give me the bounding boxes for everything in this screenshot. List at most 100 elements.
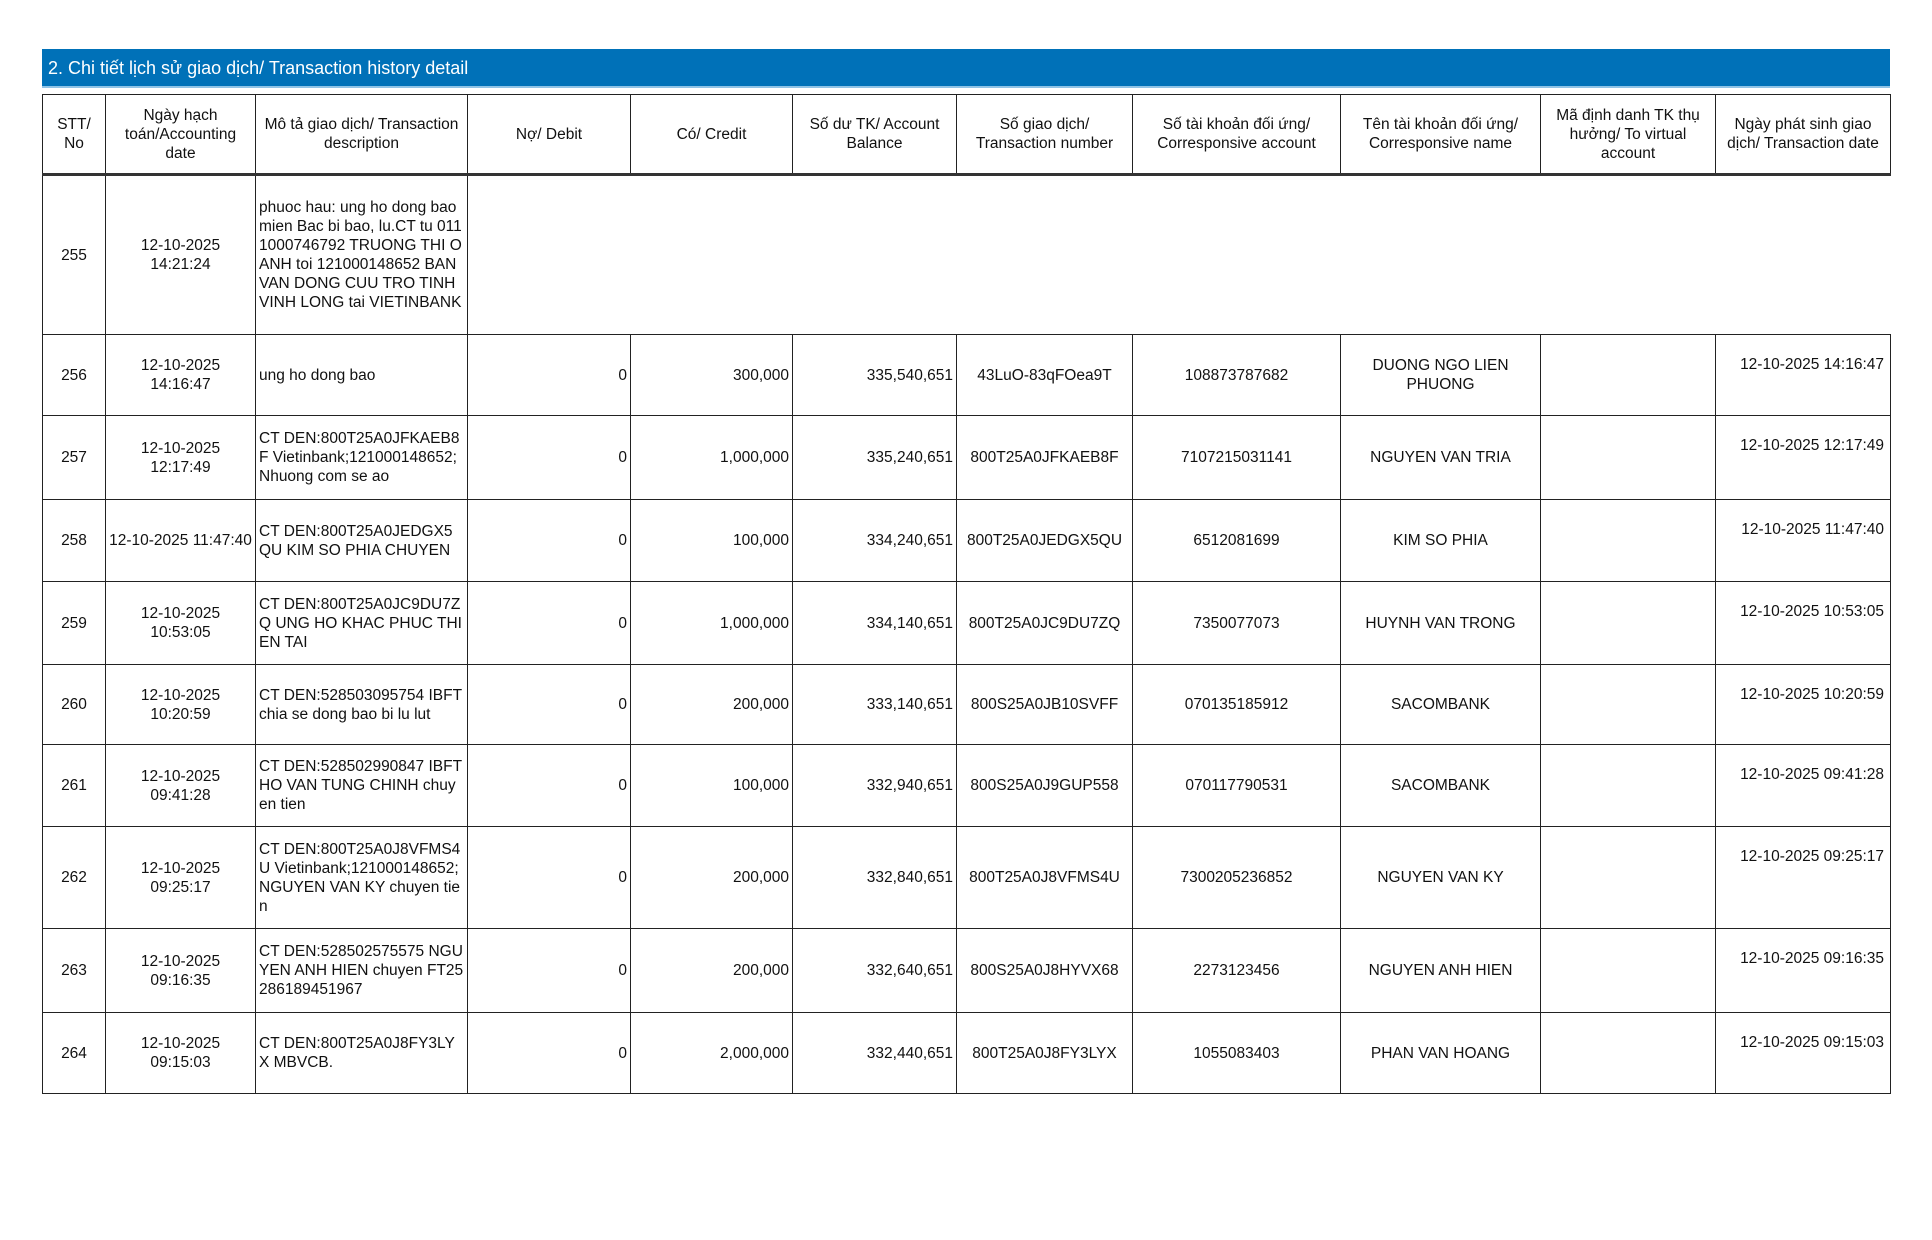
cell-accounting-date: 12-10-2025 11:47:40: [105, 499, 256, 582]
column-header-balance: Số dư TK/ Account Balance: [792, 94, 957, 175]
table-row: 258 12-10-2025 11:47:40 CT DEN:800T25A0JED…: [42, 499, 1891, 582]
cell-balance: 334,140,651: [792, 581, 957, 665]
cell-transaction-date: 12-10-2025 12:17:49: [1715, 415, 1891, 500]
cell-balance: 335,240,651: [792, 415, 957, 500]
cell-transaction-number: 800T25A0J8VFMS4U: [956, 826, 1133, 929]
cell-description: ung ho dong bao: [255, 334, 468, 416]
cell-virtual-account: [1540, 928, 1716, 1013]
cell-debit: [468, 175, 631, 335]
cell-accounting-date: 12-10-2025 09:15:03: [105, 1012, 256, 1094]
cell-description: CT DEN:800T25A0JEDGX5QU KIM SO PHIA CHUY…: [255, 499, 468, 582]
cell-transaction-date: 12-10-2025 09:16:35: [1715, 928, 1891, 1013]
cell-virtual-account: [1541, 175, 1716, 335]
cell-no: 259: [42, 581, 106, 665]
cell-credit: 300,000: [630, 334, 793, 416]
cell-debit: 0: [467, 1012, 631, 1094]
cell-corresponsive-account: 1055083403: [1132, 1012, 1341, 1094]
cell-corresponsive-account: 2273123456: [1132, 928, 1341, 1013]
table-row: 261 12-10-2025 09:41:28 CT DEN:52850299084…: [42, 744, 1891, 827]
cell-balance: [793, 175, 957, 335]
cell-credit: 200,000: [630, 826, 793, 929]
cell-balance: 332,640,651: [792, 928, 957, 1013]
cell-description: CT DEN:800T25A0J8VFMS4U Vietinbank;12100…: [255, 826, 468, 929]
cell-corresponsive-name: NGUYEN VAN TRIA: [1340, 415, 1541, 500]
table-header-row: STT/ No Ngày hạch toán/Accounting date M…: [42, 94, 1891, 175]
column-header-description: Mô tả giao dịch/ Transaction description: [255, 94, 468, 175]
column-header-credit: Có/ Credit: [630, 94, 793, 175]
cell-transaction-number: 800T25A0J8FY3LYX: [956, 1012, 1133, 1094]
cell-corresponsive-account: [1133, 175, 1341, 335]
cell-no: 262: [42, 826, 106, 929]
cell-description: phuoc hau: ung ho dong bao mien Bac bi b…: [255, 174, 468, 335]
cell-transaction-number: 800S25A0J8HYVX68: [956, 928, 1133, 1013]
cell-corresponsive-account: 070135185912: [1132, 664, 1341, 745]
cell-no: 264: [42, 1012, 106, 1094]
cell-virtual-account: [1540, 1012, 1716, 1094]
cell-description: CT DEN:528503095754 IBFT chia se dong ba…: [255, 664, 468, 745]
cell-no: 255: [42, 174, 106, 335]
cell-credit: 100,000: [630, 744, 793, 827]
cell-balance: 332,440,651: [792, 1012, 957, 1094]
cell-virtual-account: [1540, 334, 1716, 416]
table-row: 257 12-10-2025 12:17:49 CT DEN:800T25A0JFK…: [42, 415, 1891, 500]
cell-debit: 0: [467, 415, 631, 500]
cell-debit: 0: [467, 928, 631, 1013]
column-header-corresponsive-name: Tên tài khoản đối ứng/ Corresponsive nam…: [1340, 94, 1541, 175]
cell-transaction-number: 800S25A0JB10SVFF: [956, 664, 1133, 745]
column-header-transaction-number: Số giao dịch/ Transaction number: [956, 94, 1133, 175]
cell-accounting-date: 12-10-2025 09:41:28: [105, 744, 256, 827]
cell-no: 258: [42, 499, 106, 582]
cell-transaction-number: [957, 175, 1133, 335]
cell-description: CT DEN:528502575575 NGUYEN ANH HIEN chuy…: [255, 928, 468, 1013]
cell-corresponsive-name: SACOMBANK: [1340, 744, 1541, 827]
cell-no: 260: [42, 664, 106, 745]
cell-corresponsive-account: 7300205236852: [1132, 826, 1341, 929]
cell-transaction-date: 12-10-2025 09:41:28: [1715, 744, 1891, 827]
cell-corresponsive-account: 7350077073: [1132, 581, 1341, 665]
cell-balance: 332,940,651: [792, 744, 957, 827]
cell-description: CT DEN:800T25A0JC9DU7ZQ UNG HO KHAC PHUC…: [255, 581, 468, 665]
cell-virtual-account: [1540, 826, 1716, 929]
cell-description: CT DEN:800T25A0J8FY3LYX MBVCB.: [255, 1012, 468, 1094]
cell-corresponsive-name: NGUYEN ANH HIEN: [1340, 928, 1541, 1013]
section-title: 2. Chi tiết lịch sử giao dịch/ Transacti…: [42, 49, 1890, 88]
cell-transaction-date: 12-10-2025 09:15:03: [1715, 1012, 1891, 1094]
cell-corresponsive-name: NGUYEN VAN KY: [1340, 826, 1541, 929]
cell-corresponsive-account: 108873787682: [1132, 334, 1341, 416]
cell-credit: 2,000,000: [630, 1012, 793, 1094]
cell-virtual-account: [1540, 744, 1716, 827]
cell-transaction-number: 800S25A0J9GUP558: [956, 744, 1133, 827]
cell-no: 256: [42, 334, 106, 416]
cell-transaction-date: [1716, 175, 1891, 335]
cell-accounting-date: 12-10-2025 14:21:24: [105, 174, 256, 335]
cell-accounting-date: 12-10-2025 10:53:05: [105, 581, 256, 665]
cell-credit: 1,000,000: [630, 415, 793, 500]
cell-virtual-account: [1540, 415, 1716, 500]
cell-corresponsive-name: DUONG NGO LIEN PHUONG: [1340, 334, 1541, 416]
cell-accounting-date: 12-10-2025 10:20:59: [105, 664, 256, 745]
cell-debit: 0: [467, 664, 631, 745]
cell-virtual-account: [1540, 664, 1716, 745]
cell-balance: 335,540,651: [792, 334, 957, 416]
cell-balance: 332,840,651: [792, 826, 957, 929]
cell-corresponsive-name: KIM SO PHIA: [1340, 499, 1541, 582]
cell-transaction-number: 800T25A0JEDGX5QU: [956, 499, 1133, 582]
cell-no: 257: [42, 415, 106, 500]
cell-corresponsive-name: PHAN VAN HOANG: [1340, 1012, 1541, 1094]
table-row: 260 12-10-2025 10:20:59 CT DEN:52850309575…: [42, 664, 1891, 745]
cell-description: CT DEN:800T25A0JFKAEB8F Vietinbank;12100…: [255, 415, 468, 500]
table-row: 263 12-10-2025 09:16:35 CT DEN:52850257557…: [42, 928, 1891, 1013]
cell-debit: 0: [467, 499, 631, 582]
column-header-debit: Nợ/ Debit: [467, 94, 631, 175]
table-row: 262 12-10-2025 09:25:17 CT DEN:800T25A0J8V…: [42, 826, 1891, 929]
cell-virtual-account: [1540, 581, 1716, 665]
cell-transaction-date: 12-10-2025 10:53:05: [1715, 581, 1891, 665]
cell-transaction-date: 12-10-2025 10:20:59: [1715, 664, 1891, 745]
cell-description: CT DEN:528502990847 IBFT HO VAN TUNG CHI…: [255, 744, 468, 827]
table-body: 255 12-10-2025 14:21:24 phuoc hau: ung ho …: [42, 174, 1891, 1094]
cell-credit: 200,000: [630, 928, 793, 1013]
cell-credit: 100,000: [630, 499, 793, 582]
column-header-virtual-account: Mã định danh TK thụ hưởng/ To virtual ac…: [1540, 94, 1716, 175]
cell-transaction-date: 12-10-2025 09:25:17: [1715, 826, 1891, 929]
cell-virtual-account: [1540, 499, 1716, 582]
